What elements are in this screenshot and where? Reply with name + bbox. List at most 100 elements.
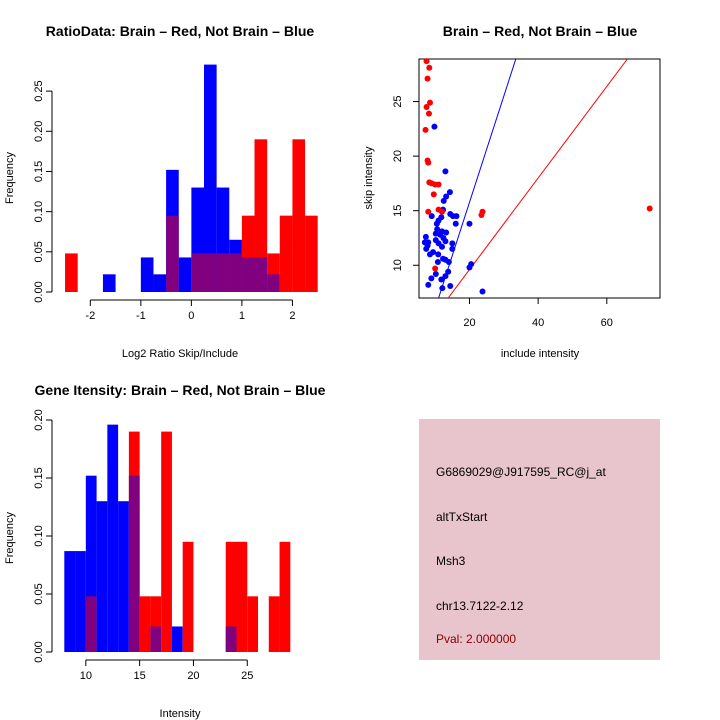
scatter-point [425, 281, 432, 288]
scatter-point [646, 205, 653, 212]
scatter-point [452, 220, 459, 227]
x-tick-label: -1 [136, 310, 146, 322]
info-panel-background [419, 419, 660, 660]
histogram-overlap-bar [191, 253, 204, 292]
scatter-ylabel: skip intensity [363, 146, 375, 209]
histogram-overlap-bar [204, 253, 217, 292]
y-tick-label: 0.00 [33, 641, 45, 662]
scatter-point [442, 168, 449, 175]
histogram-bar [85, 475, 97, 652]
histogram-overlap-bar [128, 475, 140, 652]
histogram-bar [153, 274, 167, 292]
y-tick-label: 0.20 [33, 121, 45, 142]
scatter-point [442, 238, 449, 245]
histogram-bar [107, 424, 119, 652]
histogram-bar [305, 215, 318, 292]
scatter-point [422, 126, 429, 133]
not-brain-fit-line [438, 59, 517, 298]
scatter-point [425, 208, 432, 215]
scatter-point [453, 213, 460, 220]
event-type-text: altTxStart [436, 510, 488, 524]
scatter-point [449, 245, 456, 252]
x-tick-label: 20 [463, 317, 475, 329]
histogram-overlap-bar [166, 215, 179, 292]
intensity-histogram-panel: Gene Itensity: Brain – Red, Not Brain – … [4, 382, 326, 720]
scatter-axes: 20 40 60 10 15 20 25 [392, 95, 613, 329]
ratio-histogram-axes: -2 -1 0 1 2 0.00 0.05 0.10 0.15 0.20 0.25 [33, 80, 295, 322]
scatter-point [439, 243, 446, 250]
scatter-point [447, 210, 454, 217]
intensity-histogram-axes: 10 15 20 25 0.00 0.05 0.10 0.15 0.20 [33, 409, 253, 682]
histogram-bar [292, 139, 306, 292]
intensity-histogram-xlabel: Intensity [160, 708, 201, 720]
histogram-bar [247, 596, 259, 652]
scatter-title: Brain – Red, Not Brain – Blue [443, 23, 638, 39]
scatter-point [425, 110, 432, 117]
x-tick-label: -2 [85, 310, 95, 322]
scatter-point [426, 251, 433, 258]
y-tick-label: 10 [392, 259, 404, 271]
histogram-bar [64, 551, 76, 652]
x-tick-label: 2 [289, 310, 295, 322]
scatter-plot-box [418, 58, 661, 299]
probe-id-text: G6869029@J917595_RC@j_at [436, 465, 606, 479]
histogram-bar [118, 501, 129, 652]
scatter-point [445, 268, 452, 275]
scatter-point [428, 213, 435, 220]
scatter-point [449, 240, 456, 247]
y-tick-label: 0.15 [33, 161, 45, 182]
x-tick-label: 1 [239, 310, 245, 322]
scatter-fit-lines [438, 59, 628, 298]
histogram-bar [182, 541, 194, 652]
y-tick-label: 20 [392, 150, 404, 162]
scatter-point [426, 99, 433, 106]
y-tick-label: 0.25 [33, 80, 45, 101]
histogram-overlap-bar [85, 596, 97, 652]
scatter-xlabel: include intensity [501, 348, 580, 360]
histogram-bar [254, 139, 268, 292]
brain-fit-line [447, 59, 628, 298]
histogram-bar [178, 257, 192, 292]
histogram-bar [75, 551, 86, 652]
scatter-point [466, 220, 473, 227]
scatter-point [438, 276, 445, 283]
y-tick-label: 15 [392, 205, 404, 217]
gene-name-text: Msh3 [436, 554, 466, 568]
histogram-bar [171, 626, 183, 652]
scatter-point [479, 288, 486, 295]
histogram-bar [268, 596, 280, 652]
scatter-point [423, 245, 430, 252]
scatter-point [439, 208, 446, 215]
scatter-point [431, 123, 438, 130]
scatter-point [422, 233, 429, 240]
histogram-bar [236, 541, 248, 652]
scatter-point [445, 258, 452, 265]
scatter-point [443, 193, 450, 200]
scatter-point [435, 181, 442, 188]
scatter-point [434, 258, 441, 265]
intensity-histogram-bars [64, 424, 291, 652]
histogram-overlap-bar [216, 253, 230, 292]
scatter-point [478, 212, 485, 219]
scatter-point [425, 159, 432, 166]
histogram-bar [161, 431, 172, 652]
histogram-overlap-bar [229, 253, 242, 292]
histogram-overlap-bar [267, 274, 280, 292]
scatter-point [423, 104, 430, 111]
y-tick-label: 0.05 [33, 241, 45, 262]
histogram-overlap-bar [241, 257, 255, 292]
x-tick-label: 25 [241, 670, 253, 682]
scatter-point [446, 189, 453, 196]
histogram-bar [139, 596, 151, 652]
scatter-point [466, 264, 473, 271]
scatter-point [433, 220, 440, 227]
x-tick-label: 15 [134, 670, 146, 682]
y-tick-label: 0.15 [33, 467, 45, 488]
histogram-bar [96, 501, 108, 652]
histogram-bar [279, 541, 291, 652]
x-tick-label: 60 [601, 317, 613, 329]
histogram-bar [225, 541, 237, 652]
scatter-point [447, 282, 454, 289]
scatter-point [426, 64, 433, 71]
